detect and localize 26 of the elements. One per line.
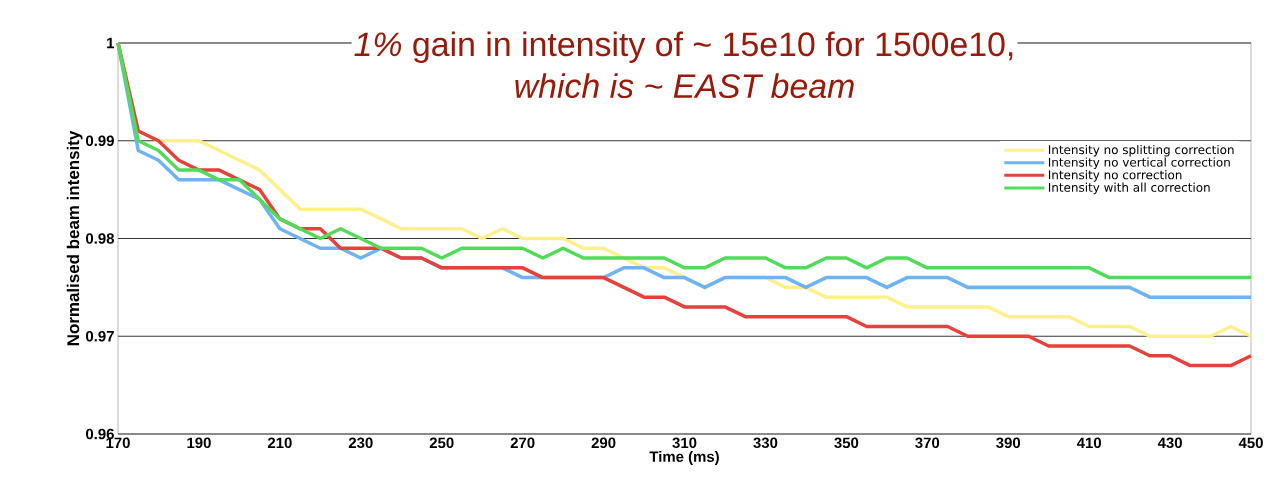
text: which is ~ EAST beam [515, 73, 854, 99]
x-tick-label: 270 [510, 437, 535, 449]
x-tick-label: 290 [591, 437, 616, 449]
x-tick-label: 370 [915, 437, 940, 449]
legend-label: Intensity no correction [1048, 170, 1182, 182]
x-tick-label: 190 [187, 437, 211, 449]
y-tick-label: 0.99 [85, 135, 114, 147]
x-tick-label: 250 [429, 437, 454, 449]
x-tick-label: 350 [834, 437, 859, 449]
y-tick-label: 1 [107, 37, 115, 49]
x-tick-label: 390 [996, 437, 1021, 449]
x-axis-title: Time (ms) [649, 450, 719, 465]
x-tick-label: 310 [672, 437, 697, 449]
x-tick-label: 330 [753, 437, 778, 449]
x-tick-label: 410 [1076, 437, 1101, 449]
legend-label: Intensity no splitting correction [1048, 144, 1234, 157]
legend-label: Intensity no vertical correction [1048, 157, 1230, 170]
y-tick-label: 0.98 [85, 233, 115, 244]
y-axis-title: Normalised beam intensity [66, 130, 83, 346]
y-tick-label: 0.97 [85, 330, 114, 342]
x-tick-label: 430 [1157, 437, 1182, 449]
legend-label: Intensity with all correction [1048, 182, 1210, 195]
x-tick-label: 450 [1238, 437, 1263, 449]
x-tick-label: 210 [267, 437, 292, 449]
chart-title: 1% gain in intensity of ~ 15e10 for 1500e10, [354, 31, 1013, 63]
x-tick-label: 230 [348, 437, 373, 449]
